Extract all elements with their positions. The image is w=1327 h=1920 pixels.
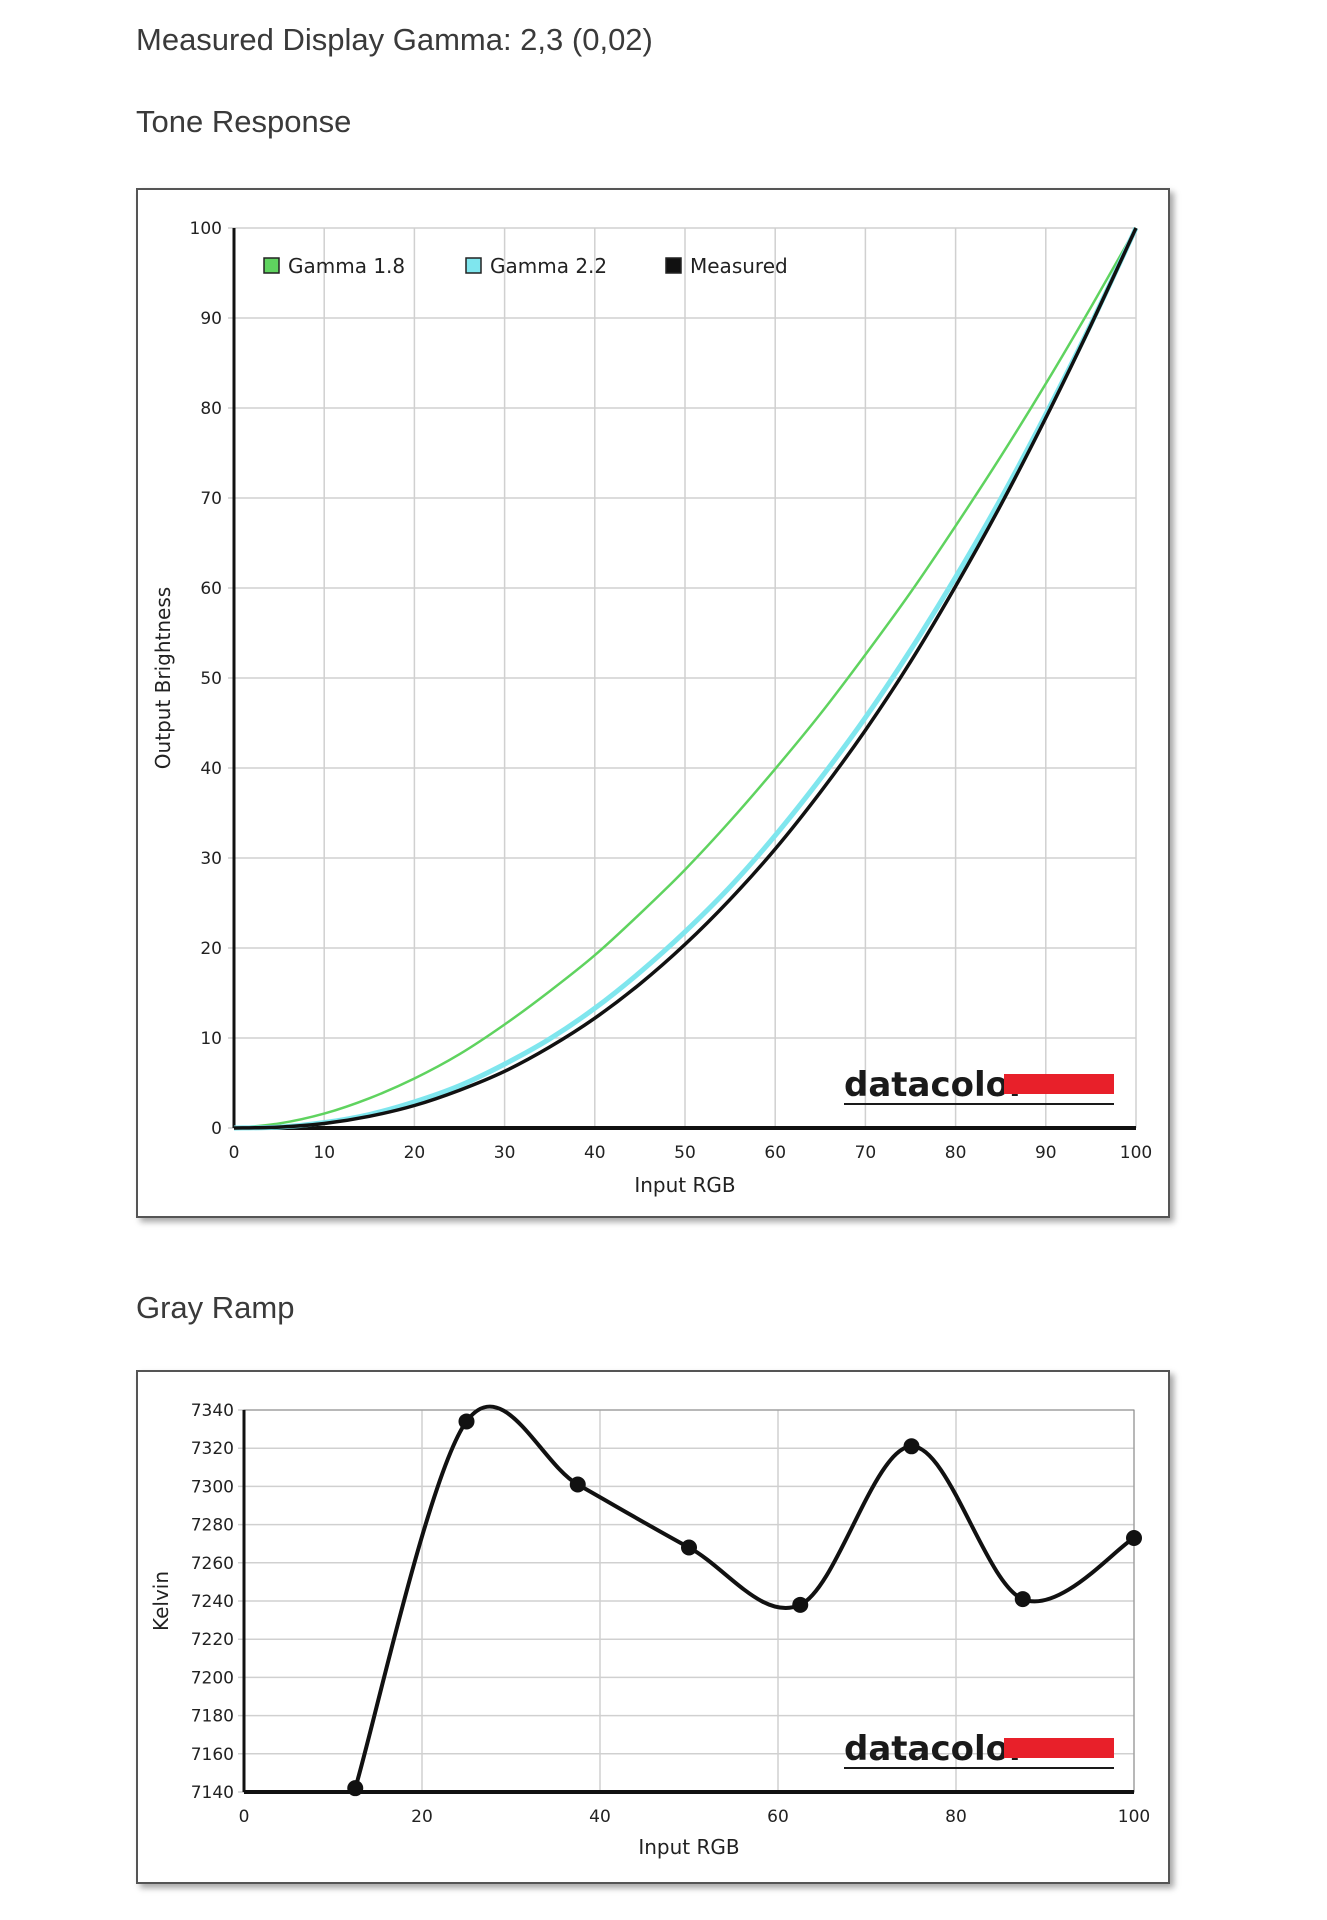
y-tick-label: 70 (200, 489, 222, 509)
y-axis-title: Output Brightness (151, 587, 175, 769)
x-tick-label: 40 (589, 1807, 611, 1827)
gray-ramp-chart: 7140 7160 7180 7200 7220 7240 7260 7280 7300 7320… (149, 1401, 1150, 1859)
y-tick-label: 7180 (191, 1707, 234, 1727)
datacolor-logo-bar (1004, 1074, 1114, 1094)
y-tick-label: 80 (200, 399, 222, 419)
y-tick-label: 10 (200, 1029, 222, 1049)
legend-label-gamma-1-8: Gamma 1.8 (288, 254, 405, 278)
x-tick-label: 100 (1120, 1143, 1152, 1163)
x-tick-label: 70 (855, 1143, 877, 1163)
x-tick-label: 100 (1118, 1807, 1150, 1827)
legend-swatch-gamma-2-2 (465, 257, 482, 274)
y-tick-label: 90 (200, 309, 222, 329)
y-tick-label: 7280 (191, 1516, 234, 1536)
tone-response-chart: 0 10 20 30 40 50 60 70 80 90 100 0 10 20 30 40 50 60 70 80 9… (151, 219, 1152, 1197)
y-tick-label: 7220 (191, 1630, 234, 1650)
gray-ramp-chart-panel: 7140 7160 7180 7200 7220 7240 7260 7280 7300 7320… (136, 1370, 1170, 1884)
series-line-gamma-2-2 (233, 226, 1139, 1131)
legend-label-measured: Measured (690, 254, 788, 278)
datacolor-logo-bar (1004, 1738, 1114, 1758)
x-tick-label: 40 (584, 1143, 606, 1163)
y-tick-label: 50 (200, 669, 222, 689)
x-tick-label: 30 (494, 1143, 516, 1163)
x-tick-label: 50 (674, 1143, 696, 1163)
kelvin-data-point (569, 1476, 586, 1493)
y-tick-label: 7320 (191, 1439, 234, 1459)
y-tick-label: 60 (200, 579, 222, 599)
kelvin-data-point (347, 1780, 364, 1797)
tone-response-chart-panel: 0 10 20 30 40 50 60 70 80 90 100 0 10 20 30 40 50 60 70 80 9… (136, 188, 1170, 1218)
y-tick-label: 7240 (191, 1592, 234, 1612)
tone-response-heading: Tone Response (136, 104, 352, 139)
datacolor-logo-text: datacolor (844, 1065, 1026, 1105)
series-line-gamma-1-8 (233, 227, 1138, 1130)
legend-swatch-measured (665, 257, 682, 274)
x-tick-label: 90 (1035, 1143, 1057, 1163)
measured-gamma-heading: Measured Display Gamma: 2,3 (0,02) (136, 22, 653, 57)
series-line-measured (233, 227, 1138, 1130)
y-tick-label: 7140 (191, 1783, 234, 1803)
y-tick-label: 30 (200, 849, 222, 869)
y-axis-title: Kelvin (149, 1571, 173, 1631)
y-tick-label: 7160 (191, 1745, 234, 1765)
kelvin-data-point (792, 1596, 809, 1613)
x-tick-label: 80 (945, 1143, 967, 1163)
kelvin-data-point (1126, 1529, 1142, 1546)
kelvin-data-point (681, 1539, 697, 1556)
x-tick-label: 20 (411, 1807, 433, 1827)
x-tick-label: 60 (767, 1807, 789, 1827)
legend-label-gamma-2-2: Gamma 2.2 (490, 254, 607, 278)
y-tick-label: 7300 (191, 1477, 234, 1497)
x-tick-label: 0 (239, 1807, 250, 1827)
x-axis-title: Input RGB (634, 1173, 735, 1197)
x-tick-label: 20 (404, 1143, 426, 1163)
kelvin-data-point (903, 1438, 920, 1455)
x-tick-label: 80 (945, 1807, 967, 1827)
y-tick-label: 7260 (191, 1554, 234, 1574)
x-axis-title: Input RGB (638, 1835, 739, 1859)
x-tick-label: 10 (313, 1143, 335, 1163)
x-tick-label: 0 (229, 1143, 240, 1163)
datacolor-logo-text: datacolor (844, 1729, 1026, 1769)
kelvin-series-line (353, 1404, 1136, 1789)
legend-swatch-gamma-1-8 (263, 257, 280, 274)
y-tick-label: 100 (190, 219, 222, 239)
kelvin-data-point (1014, 1591, 1031, 1608)
gray-ramp-heading: Gray Ramp (136, 1290, 295, 1325)
y-tick-label: 20 (200, 939, 222, 959)
kelvin-data-point (458, 1413, 475, 1430)
y-tick-label: 0 (211, 1119, 222, 1139)
y-tick-label: 7200 (191, 1668, 234, 1688)
y-tick-label: 7340 (191, 1401, 234, 1421)
x-tick-label: 60 (764, 1143, 786, 1163)
y-tick-label: 40 (200, 759, 222, 779)
